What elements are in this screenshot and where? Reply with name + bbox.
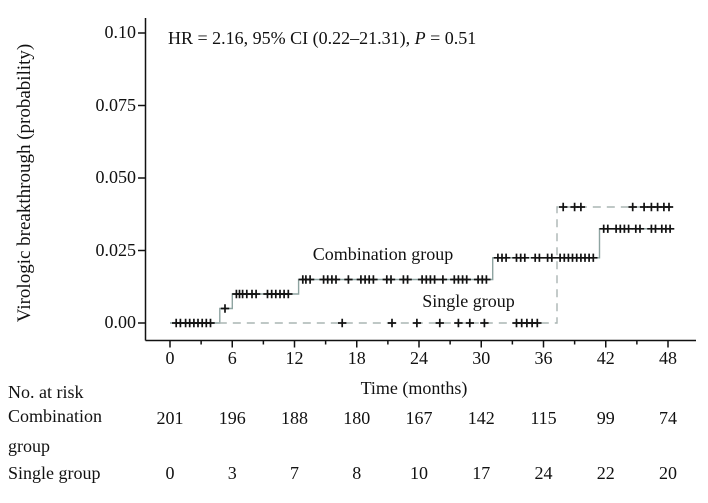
- p-value-text: = 0.51: [425, 28, 477, 48]
- censor-mark: [369, 275, 378, 284]
- risk-cell-combination: 180: [343, 408, 371, 428]
- censor-mark: [338, 318, 347, 328]
- risk-cell-single: 20: [659, 463, 677, 483]
- y-tick-label: 0.075: [95, 94, 137, 115]
- censor-mark: [454, 318, 463, 328]
- censor-mark: [589, 253, 598, 262]
- censor-mark: [465, 318, 474, 328]
- censor-mark: [438, 275, 448, 284]
- hr-annotation-text: HR = 2.16, 95% CI (0.22–21.31),: [168, 28, 415, 48]
- y-tick-label: 0.025: [95, 239, 137, 260]
- censor-mark: [624, 224, 633, 233]
- x-tick-label: 12: [285, 348, 304, 368]
- x-tick-label: 18: [347, 348, 366, 368]
- single-curve-label: Single group: [422, 291, 515, 311]
- risk-cell-single: 10: [410, 463, 428, 483]
- censor-mark: [501, 253, 511, 262]
- censor-mark: [220, 304, 230, 313]
- p-symbol: P: [414, 28, 426, 48]
- x-tick-label: 42: [596, 348, 615, 368]
- risk-cell-combination: 74: [659, 408, 677, 428]
- censor-mark: [305, 275, 315, 284]
- y-tick-label: 0.00: [104, 312, 137, 332]
- risk-cell-single: 24: [534, 463, 553, 483]
- risk-cell-combination: 196: [218, 408, 246, 428]
- risk-cell-single: 3: [227, 463, 237, 483]
- censor-mark: [639, 202, 649, 212]
- risk-cell-combination: 188: [281, 408, 308, 428]
- risk-cell-single: 0: [165, 463, 175, 483]
- x-tick-label: 30: [472, 348, 491, 368]
- risk-row-label-combination-line1: Combination: [8, 406, 102, 426]
- risk-cell-single: 17: [472, 463, 491, 483]
- y-axis-title: Virologic breakthrough (probability): [14, 43, 35, 323]
- risk-cell-single: 22: [596, 463, 615, 483]
- censor-mark: [284, 289, 293, 299]
- risk-row-label-combination-line2: group: [8, 436, 50, 456]
- risk-cell-combination: 201: [156, 408, 184, 428]
- censor-mark: [628, 202, 637, 212]
- censor-mark: [535, 253, 544, 262]
- censor-mark: [412, 318, 422, 328]
- x-tick-label: 36: [534, 348, 553, 368]
- risk-table-heading: No. at risk: [8, 382, 84, 402]
- censor-mark: [387, 318, 397, 328]
- x-tick-label: 24: [410, 348, 428, 368]
- risk-row-label-single: Single group: [8, 463, 101, 483]
- censor-mark: [403, 275, 412, 284]
- risk-cell-combination: 167: [405, 408, 433, 428]
- x-tick-label: 0: [165, 348, 175, 368]
- curve-single-group: [190, 206, 673, 324]
- x-tick-label: 6: [227, 348, 237, 368]
- censor-mark: [482, 275, 491, 284]
- censor-mark: [635, 224, 645, 233]
- hr-annotation: HR = 2.16, 95% CI (0.22–21.31), P = 0.51: [168, 28, 476, 49]
- censor-mark: [480, 318, 489, 328]
- risk-cell-combination: 99: [596, 408, 615, 428]
- risk-cell-single: 7: [290, 463, 299, 483]
- censor-mark: [665, 224, 675, 233]
- censor-mark: [520, 253, 529, 262]
- censor-mark: [251, 289, 261, 299]
- risk-cell-single: 8: [352, 463, 362, 483]
- censor-mark: [206, 318, 215, 328]
- censor-mark: [547, 253, 556, 262]
- censor-mark: [435, 318, 444, 328]
- censor-mark: [386, 275, 396, 284]
- censor-mark: [344, 275, 353, 284]
- risk-cell-combination: 115: [530, 408, 557, 428]
- censor-mark: [533, 318, 542, 328]
- censor-mark: [462, 275, 471, 284]
- censor-mark: [576, 202, 586, 212]
- x-tick-label: 48: [659, 348, 677, 368]
- censor-mark: [664, 202, 674, 212]
- curve-combination-group: [170, 228, 673, 324]
- risk-cell-combination: 142: [467, 408, 495, 428]
- axes-lines: [144, 18, 696, 342]
- combination-curve-label: Combination group: [312, 244, 454, 264]
- censor-mark: [331, 275, 341, 284]
- y-tick-label: 0.050: [95, 167, 137, 187]
- x-axis-title: Time (months): [360, 378, 468, 398]
- censor-mark: [603, 224, 612, 233]
- y-tick-label: 0.10: [104, 22, 137, 42]
- censor-mark: [430, 275, 439, 284]
- censor-mark: [559, 202, 568, 212]
